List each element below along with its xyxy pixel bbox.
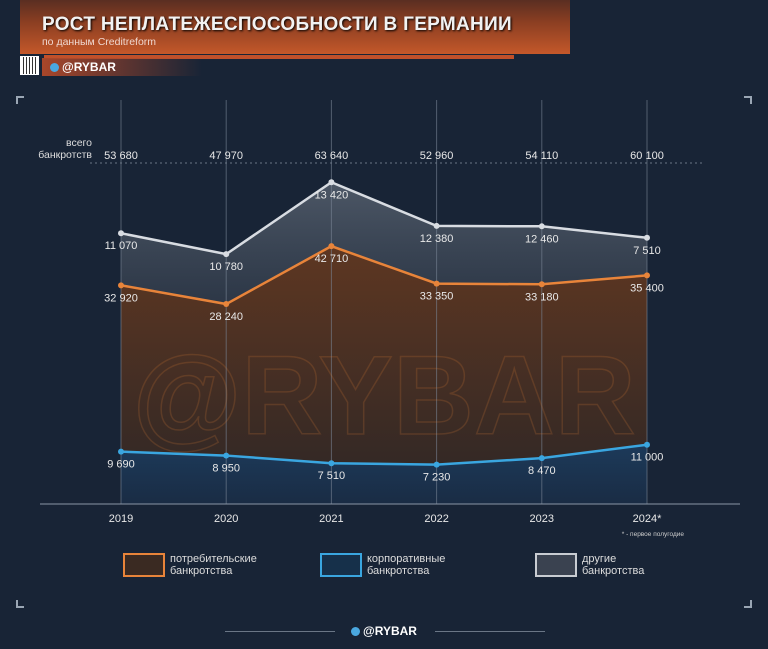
point-consumer: [644, 272, 650, 279]
data-label-corporate: 9 690: [107, 459, 135, 471]
point-other: [328, 179, 335, 186]
title-banner: [20, 0, 570, 54]
total-value: 54 110: [525, 150, 558, 162]
legend-swatch: [123, 553, 165, 577]
total-label: всего банкротств: [38, 137, 92, 161]
banner-stripe: [44, 55, 514, 59]
x-tick-label: 2021: [319, 513, 343, 525]
legend-swatch: [535, 553, 577, 577]
line-corporate: [120, 443, 648, 466]
x-tick-label: 2019: [109, 513, 133, 525]
data-label-consumer: 28 240: [209, 311, 243, 323]
total-value: 47 970: [209, 150, 243, 162]
data-label-consumer: 32 920: [104, 292, 138, 304]
point-other: [433, 222, 440, 229]
data-label-corporate: 11 000: [631, 452, 664, 464]
footnote: * - первое полугодие: [622, 531, 685, 538]
frame-corner: [744, 96, 752, 104]
x-tick-label: 2023: [530, 513, 554, 525]
handle-text: @RYBAR: [62, 60, 116, 74]
data-label-other: 10 780: [209, 261, 243, 273]
total-value: 63 640: [315, 150, 349, 162]
x-tick-label: 2024*: [633, 513, 662, 525]
legend-item-corporate: корпоративные банкротства: [320, 553, 457, 577]
footer-line: [435, 631, 545, 632]
legend-item-other: другие банкротства: [535, 553, 662, 577]
legend-label: корпоративные банкротства: [367, 553, 446, 577]
total-value: 53 680: [104, 150, 138, 162]
legend-swatch: [320, 553, 362, 577]
data-label-other: 12 460: [525, 233, 559, 245]
handle-label[interactable]: @RYBAR: [50, 60, 116, 74]
telegram-icon: [50, 63, 59, 72]
total-value: 60 100: [630, 150, 664, 162]
point-other: [538, 223, 545, 230]
point-consumer: [328, 243, 335, 250]
line-consumer: [120, 244, 648, 306]
point-consumer: [118, 282, 124, 289]
telegram-icon: [351, 627, 361, 636]
data-label-corporate: 8 950: [212, 463, 240, 475]
data-label-other: 13 420: [315, 189, 349, 201]
watermark: @RYBAR: [132, 333, 635, 458]
point-corporate: [538, 455, 545, 462]
data-label-consumer: 42 710: [315, 253, 349, 265]
frame-corner: [744, 600, 752, 608]
data-label-other: 7 510: [633, 245, 661, 257]
frame-corner: [16, 96, 24, 104]
x-tick-label: 2022: [424, 513, 448, 525]
data-label-other: 12 380: [420, 233, 454, 245]
line-other: [120, 180, 648, 256]
data-label-corporate: 7 510: [318, 470, 346, 482]
point-corporate: [328, 460, 335, 467]
area-consumer: [121, 246, 647, 504]
footer-handle: @RYBAR: [0, 624, 768, 638]
qr-code-icon: [20, 56, 39, 75]
point-consumer: [538, 281, 545, 288]
area-corporate: [121, 444, 647, 504]
frame-corner: [16, 600, 24, 608]
x-tick-label: 2020: [214, 513, 238, 525]
chart-subtitle: по данным Creditreform: [42, 36, 157, 48]
footer-line: [225, 631, 335, 632]
data-label-consumer: 33 350: [420, 291, 454, 303]
data-label-corporate: 8 470: [528, 465, 556, 477]
legend-label: другие банкротства: [582, 553, 645, 577]
handle-bar: [42, 58, 202, 76]
chart-title: РОСТ НЕПЛАТЕЖЕСПОСОБНОСТИ В ГЕРМАНИИ: [42, 14, 512, 35]
point-corporate: [223, 452, 230, 459]
area-other: [121, 182, 647, 305]
point-other: [223, 251, 230, 258]
point-corporate: [644, 441, 650, 448]
data-label-corporate: 7 230: [423, 472, 451, 484]
legend-label: потребительские банкротства: [170, 553, 257, 577]
point-other: [118, 230, 124, 237]
point-consumer: [223, 301, 230, 308]
data-label-consumer: 33 180: [525, 291, 559, 303]
footer-handle-text: @RYBAR: [363, 624, 417, 638]
legend-item-consumer: потребительские банкротства: [123, 553, 270, 577]
point-other: [644, 234, 650, 241]
point-consumer: [433, 280, 440, 287]
data-label-other: 11 070: [105, 240, 138, 252]
total-value: 52 960: [420, 150, 454, 162]
data-label-consumer: 35 400: [630, 282, 664, 294]
point-corporate: [433, 461, 440, 468]
point-corporate: [118, 448, 124, 455]
